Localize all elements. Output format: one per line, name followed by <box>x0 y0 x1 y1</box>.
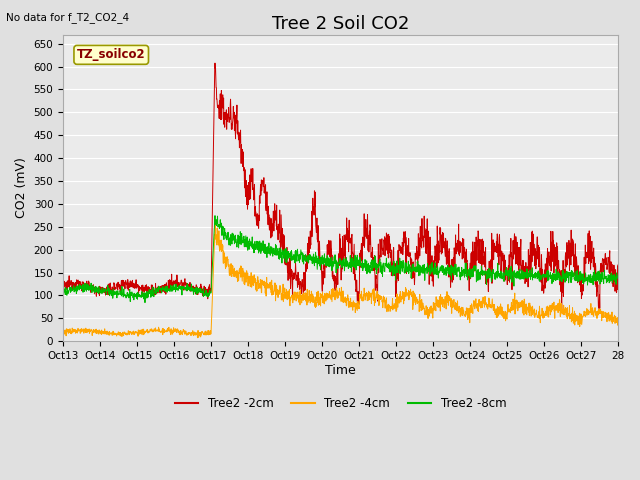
Title: Tree 2 Soil CO2: Tree 2 Soil CO2 <box>272 15 410 33</box>
Y-axis label: CO2 (mV): CO2 (mV) <box>15 157 28 218</box>
X-axis label: Time: Time <box>325 364 356 377</box>
Text: No data for f_T2_CO2_4: No data for f_T2_CO2_4 <box>6 12 129 23</box>
Text: TZ_soilco2: TZ_soilco2 <box>77 48 145 61</box>
Legend: Tree2 -2cm, Tree2 -4cm, Tree2 -8cm: Tree2 -2cm, Tree2 -4cm, Tree2 -8cm <box>170 393 511 415</box>
